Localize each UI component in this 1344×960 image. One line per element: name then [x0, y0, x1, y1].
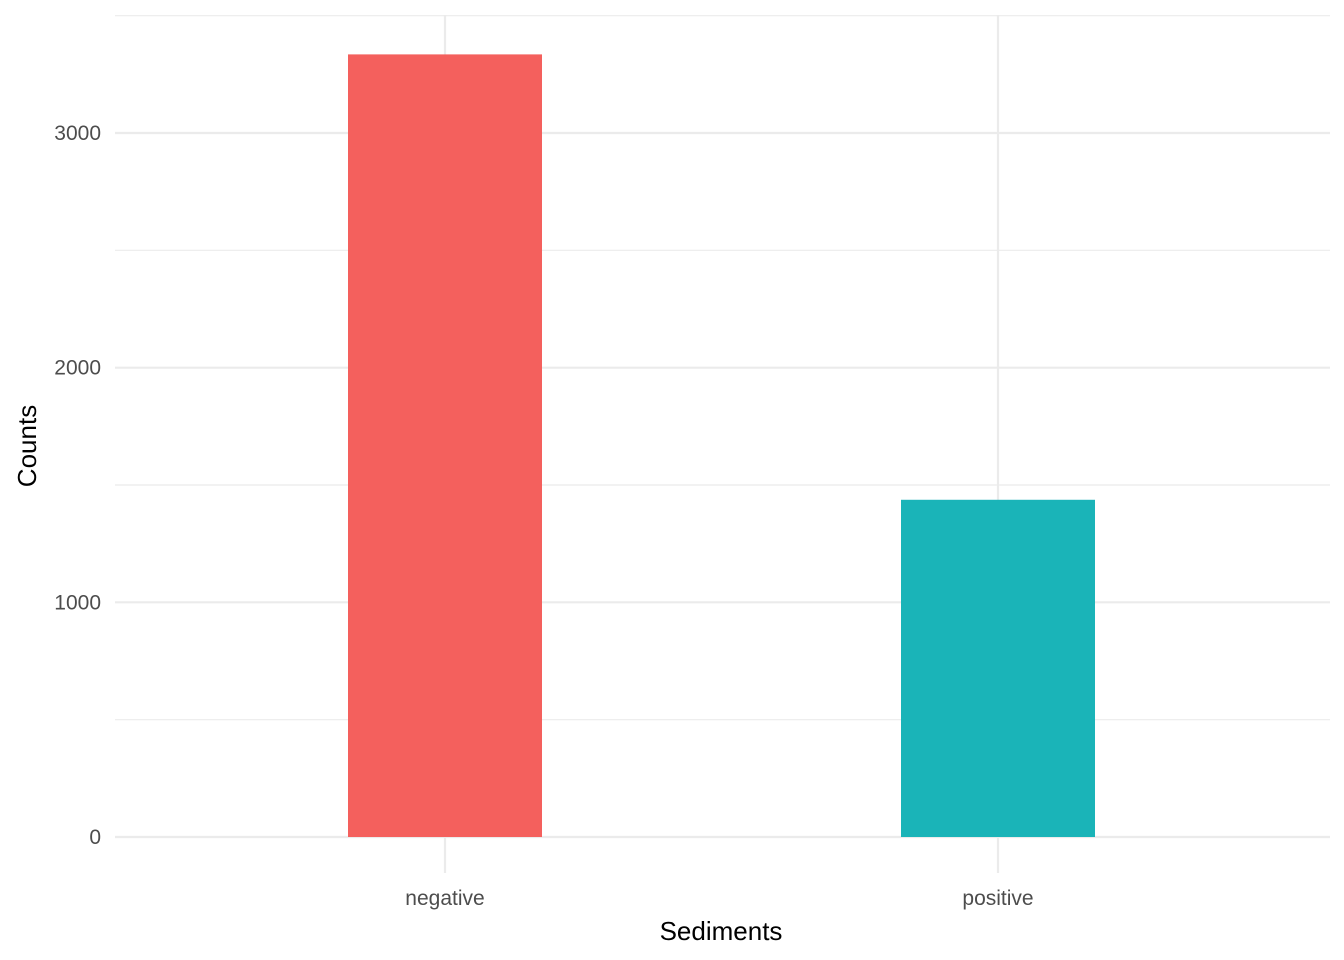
grid: [115, 15, 1330, 873]
x-tick-label: positive: [962, 887, 1033, 910]
y-tick-label: 2000: [54, 357, 101, 380]
bar-positive: [901, 499, 1095, 837]
y-tick-label: 3000: [54, 122, 101, 145]
x-tick-label: negative: [405, 887, 484, 910]
y-axis-title: Counts: [12, 405, 42, 487]
x-axis-ticks: negative positive: [405, 887, 1033, 910]
y-axis-ticks: 0 1000 2000 3000: [54, 122, 101, 849]
y-tick-label: 1000: [54, 591, 101, 614]
y-tick-label: 0: [89, 826, 101, 849]
x-axis-title: Sediments: [660, 916, 783, 946]
bars: [348, 54, 1095, 838]
bar-negative: [348, 54, 542, 838]
